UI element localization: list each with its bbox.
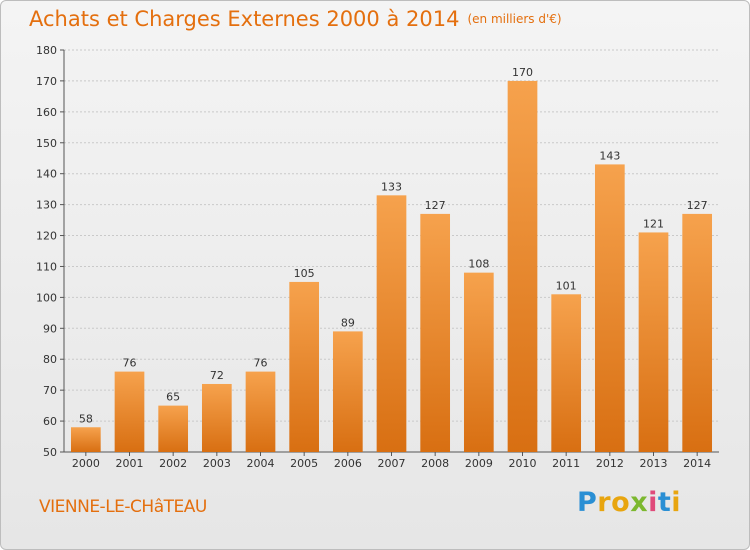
bar — [507, 80, 538, 452]
bar — [420, 213, 451, 452]
y-tick-label: 140 — [36, 168, 57, 181]
data-label: 89 — [341, 316, 355, 329]
location-name: VIENNE-LE-CHâTEAU — [39, 497, 207, 517]
chart-title-text: Achats et Charges Externes 2000 à 2014 — [29, 7, 460, 31]
bar — [114, 371, 145, 452]
x-tick-label: 2005 — [290, 457, 318, 470]
x-tick-label: 2003 — [203, 457, 231, 470]
data-label: 101 — [556, 279, 577, 292]
logo-letter: r — [597, 487, 612, 518]
logo-letter: P — [577, 487, 598, 518]
bar — [594, 164, 625, 452]
y-tick-label: 70 — [43, 384, 57, 397]
bar — [201, 383, 232, 452]
data-label: 58 — [79, 412, 93, 425]
chart-title: Achats et Charges Externes 2000 à 2014 (e… — [29, 7, 562, 31]
x-tick-label: 2004 — [247, 457, 275, 470]
y-tick-label: 90 — [43, 322, 57, 335]
x-tick-label: 2012 — [596, 457, 624, 470]
x-tick-label: 2007 — [378, 457, 406, 470]
bar — [289, 281, 320, 452]
data-label: 105 — [294, 267, 315, 280]
y-tick-label: 110 — [36, 260, 57, 273]
data-label: 143 — [599, 149, 620, 162]
x-tick-label: 2014 — [683, 457, 711, 470]
data-label: 76 — [254, 357, 268, 370]
logo-letter: i — [648, 487, 658, 518]
data-label: 72 — [210, 369, 224, 382]
logo-letter: i — [671, 487, 682, 518]
x-tick-label: 2006 — [334, 457, 362, 470]
data-label: 108 — [468, 258, 489, 271]
logo-letter: x — [630, 487, 649, 518]
y-tick-label: 50 — [43, 446, 57, 459]
x-tick-label: 2011 — [552, 457, 580, 470]
data-label: 121 — [643, 217, 664, 230]
bar — [682, 213, 713, 452]
x-tick-label: 2008 — [421, 457, 449, 470]
y-tick-label: 100 — [36, 291, 57, 304]
x-tick-label: 2000 — [72, 457, 100, 470]
data-label: 133 — [381, 180, 402, 193]
x-tick-label: 2009 — [465, 457, 493, 470]
data-label: 65 — [166, 391, 180, 404]
x-tick-label: 2001 — [116, 457, 144, 470]
brand-logo: Proxiti — [577, 487, 681, 518]
bar — [158, 405, 189, 452]
data-label: 127 — [425, 199, 446, 212]
y-tick-label: 60 — [43, 415, 57, 428]
bar — [463, 272, 494, 452]
data-label: 170 — [512, 66, 533, 79]
y-tick-label: 120 — [36, 230, 57, 243]
bar — [551, 294, 582, 452]
y-tick-label: 170 — [36, 75, 57, 88]
x-tick-label: 2002 — [159, 457, 187, 470]
data-label: 127 — [687, 199, 708, 212]
y-tick-label: 150 — [36, 137, 57, 150]
logo-letter: t — [657, 487, 672, 518]
bar — [70, 427, 101, 452]
data-label: 76 — [123, 357, 137, 370]
logo-letter: o — [611, 487, 631, 518]
bar — [245, 371, 276, 452]
bar — [638, 232, 669, 452]
chart-subtitle: (en milliers d'€) — [467, 12, 562, 26]
y-tick-label: 160 — [36, 106, 57, 119]
y-tick-label: 80 — [43, 353, 57, 366]
bar — [376, 195, 407, 453]
bar — [332, 331, 363, 452]
bars — [70, 80, 713, 453]
x-tick-label: 2010 — [509, 457, 537, 470]
y-tick-label: 130 — [36, 199, 57, 212]
x-tick-label: 2013 — [640, 457, 668, 470]
labels: 58 2000 76 2001 65 2002 72 2003 76 2004 105 2005 89 2… — [72, 66, 711, 470]
y-tick-label: 180 — [36, 44, 57, 57]
